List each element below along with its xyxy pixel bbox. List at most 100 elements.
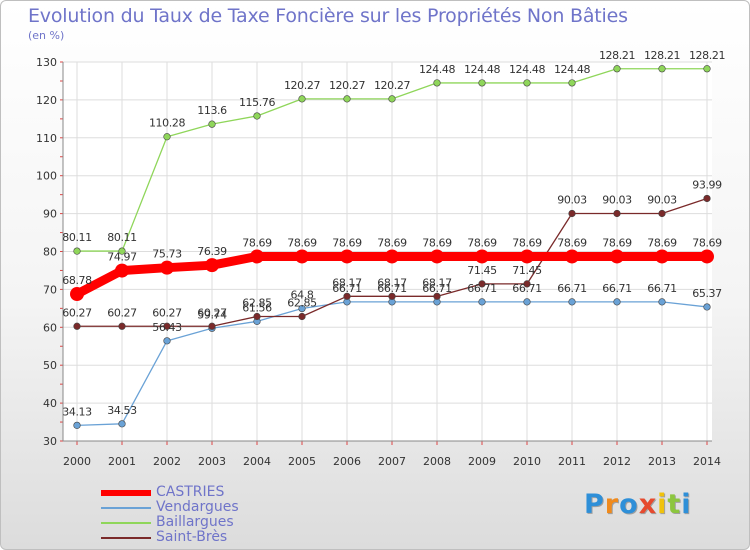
data-label: 62.85 bbox=[287, 296, 317, 309]
chart-title: Evolution du Taux de Taxe Foncière sur l… bbox=[28, 5, 628, 27]
data-label: 60.27 bbox=[152, 306, 182, 319]
x-tick-label: 2000 bbox=[63, 455, 91, 468]
data-point bbox=[73, 421, 81, 429]
data-point bbox=[205, 258, 219, 273]
data-label: 128.21 bbox=[644, 49, 680, 62]
data-point bbox=[118, 322, 126, 330]
y-tick-label: 70 bbox=[43, 283, 57, 296]
y-tick-label: 120 bbox=[36, 94, 57, 107]
data-label: 64.8 bbox=[291, 289, 314, 302]
data-label: 80.11 bbox=[62, 231, 92, 244]
y-tick-label: 90 bbox=[43, 208, 57, 221]
data-point bbox=[295, 249, 309, 264]
data-point bbox=[700, 249, 714, 264]
data-point bbox=[703, 194, 711, 203]
data-label: 66.71 bbox=[422, 282, 452, 295]
data-label: 78.69 bbox=[422, 236, 452, 249]
y-axis-unit: (en %) bbox=[28, 29, 65, 42]
data-point bbox=[703, 303, 711, 311]
data-point bbox=[523, 298, 531, 306]
logo-letter: r bbox=[604, 489, 620, 520]
data-point bbox=[568, 209, 576, 218]
data-label: 34.13 bbox=[62, 405, 92, 418]
logo-letter: t bbox=[667, 489, 682, 520]
logo-letter: i bbox=[681, 489, 692, 520]
legend-swatch bbox=[101, 522, 151, 524]
data-label: 78.69 bbox=[557, 236, 587, 249]
data-label: 80.11 bbox=[107, 231, 137, 244]
data-label: 124.48 bbox=[509, 63, 545, 76]
data-label: 56.43 bbox=[152, 321, 182, 334]
data-label: 66.71 bbox=[377, 282, 407, 295]
data-point bbox=[478, 280, 486, 288]
x-tick-label: 2003 bbox=[198, 455, 226, 468]
data-point bbox=[433, 292, 441, 300]
data-point bbox=[253, 312, 261, 321]
data-label: 78.69 bbox=[332, 236, 362, 249]
data-label: 68.17 bbox=[377, 276, 407, 289]
data-label: 90.03 bbox=[602, 193, 632, 206]
data-label: 66.71 bbox=[647, 282, 677, 295]
data-point bbox=[343, 292, 351, 300]
data-label: 78.69 bbox=[647, 236, 677, 249]
data-label: 60.27 bbox=[197, 306, 227, 319]
x-tick-label: 2006 bbox=[333, 455, 361, 468]
x-tick-label: 2008 bbox=[423, 455, 451, 468]
data-label: 78.69 bbox=[512, 236, 542, 249]
data-label: 78.69 bbox=[602, 236, 632, 249]
data-point bbox=[523, 79, 531, 87]
data-point bbox=[250, 249, 264, 264]
data-label: 66.71 bbox=[557, 282, 587, 295]
data-label: 113.6 bbox=[197, 104, 227, 117]
data-point bbox=[433, 79, 441, 87]
data-label: 115.76 bbox=[239, 96, 275, 109]
data-point bbox=[298, 95, 306, 103]
data-point bbox=[385, 249, 399, 264]
data-label: 93.99 bbox=[692, 178, 722, 191]
data-label: 74.97 bbox=[107, 251, 137, 264]
legend-label: CASTRIES bbox=[156, 484, 225, 500]
data-label: 62.85 bbox=[242, 296, 272, 309]
data-label: 76.39 bbox=[197, 245, 227, 258]
data-label: 68.17 bbox=[332, 276, 362, 289]
data-point bbox=[610, 249, 624, 264]
legend-label: Vendargues bbox=[156, 499, 239, 515]
data-point bbox=[118, 247, 126, 255]
data-label: 120.27 bbox=[284, 79, 320, 92]
data-point bbox=[613, 209, 621, 218]
y-tick-label: 40 bbox=[43, 397, 57, 410]
y-tick-label: 80 bbox=[43, 246, 57, 259]
data-label: 128.21 bbox=[599, 49, 635, 62]
data-point bbox=[73, 322, 81, 330]
data-label: 78.69 bbox=[692, 236, 722, 249]
y-tick-label: 30 bbox=[43, 435, 57, 448]
data-point bbox=[340, 249, 354, 264]
data-point bbox=[523, 280, 531, 288]
data-point bbox=[613, 65, 621, 73]
data-label: 124.48 bbox=[419, 63, 455, 76]
data-label: 120.27 bbox=[329, 79, 365, 92]
data-label: 78.69 bbox=[467, 236, 497, 249]
x-tick-label: 2014 bbox=[693, 455, 721, 468]
data-label: 60.27 bbox=[62, 306, 92, 319]
y-tick-label: 110 bbox=[36, 132, 57, 145]
x-tick-label: 2005 bbox=[288, 455, 316, 468]
data-point bbox=[475, 249, 489, 264]
data-point bbox=[658, 65, 666, 73]
data-point bbox=[118, 420, 126, 428]
data-label: 78.69 bbox=[377, 236, 407, 249]
logo-letter: o bbox=[619, 489, 639, 520]
x-tick-label: 2009 bbox=[468, 455, 496, 468]
data-label: 124.48 bbox=[464, 63, 500, 76]
y-tick-label: 100 bbox=[36, 170, 57, 183]
data-label: 66.71 bbox=[512, 282, 542, 295]
x-tick-label: 2010 bbox=[513, 455, 541, 468]
data-point bbox=[568, 79, 576, 87]
data-point bbox=[520, 249, 534, 264]
y-tick-label: 50 bbox=[43, 359, 57, 372]
data-label: 90.03 bbox=[647, 193, 677, 206]
data-point bbox=[388, 292, 396, 300]
data-label: 110.28 bbox=[149, 117, 185, 130]
